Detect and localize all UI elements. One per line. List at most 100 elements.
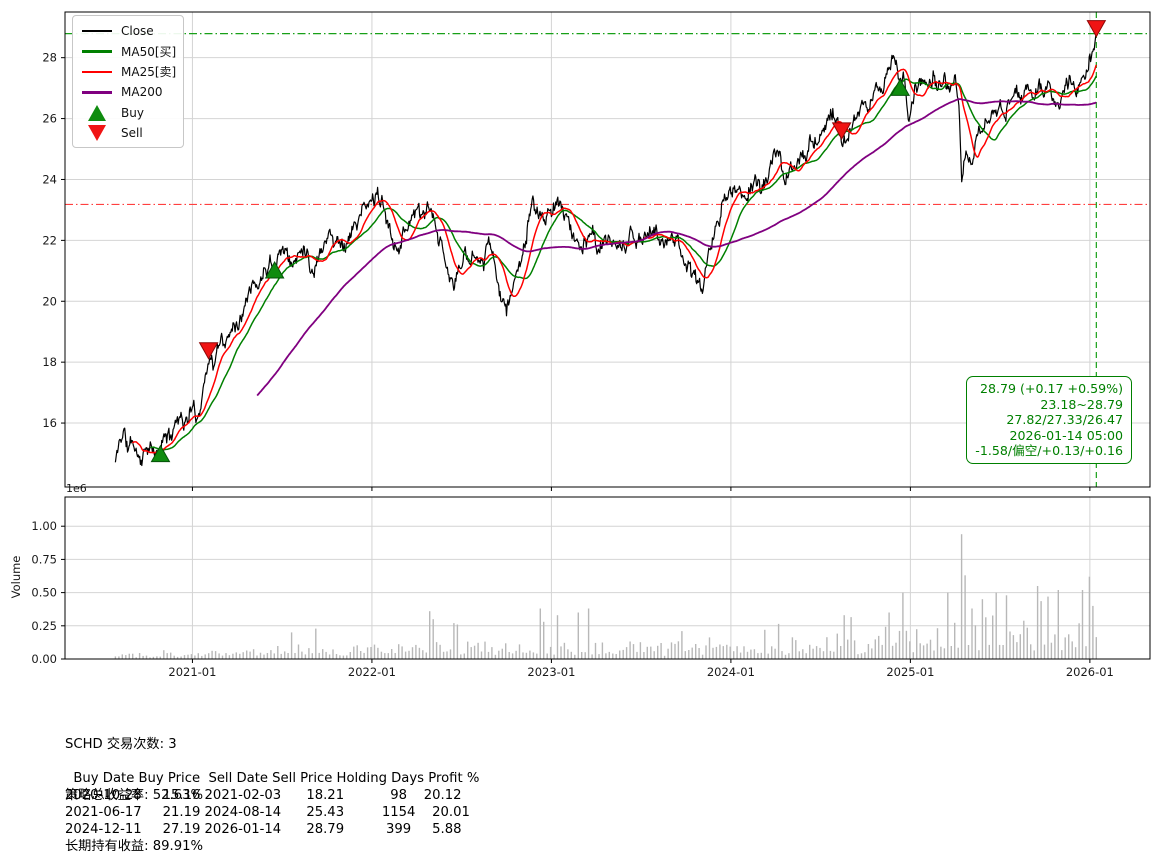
- volume-bar: [743, 646, 745, 659]
- volume-bar: [767, 653, 769, 659]
- volume-bar: [252, 649, 255, 659]
- volume-bar: [532, 652, 535, 659]
- volume-bar: [525, 652, 528, 659]
- chart-legend: Close MA50[买] MA25[卖] MA200 Buy Sell: [72, 15, 184, 149]
- volume-bar: [477, 642, 479, 659]
- volume-bar: [736, 646, 738, 659]
- volume-bar: [884, 626, 887, 659]
- annotation-price-line: 28.79 (+0.17 +0.59%): [979, 381, 1123, 396]
- x-tick-label: 2024-01: [707, 665, 755, 679]
- volume-bar: [194, 655, 196, 659]
- volume-bar: [733, 651, 735, 659]
- volume-bar: [439, 644, 441, 659]
- summary-strategy-return: 策略总收益率: 52.63%: [65, 788, 204, 803]
- volume-bar: [708, 637, 711, 659]
- volume-bar: [297, 644, 300, 659]
- buy-marker: [264, 261, 285, 279]
- volume-bar: [691, 647, 693, 659]
- volume-bar: [753, 649, 756, 659]
- volume-bar: [256, 655, 258, 659]
- volume-bar: [992, 615, 994, 659]
- volume-bar: [287, 653, 289, 659]
- volume-bar: [543, 621, 545, 659]
- volume-bar: [608, 651, 610, 659]
- volume-bar: [829, 650, 832, 659]
- volume-bar: [1016, 642, 1018, 659]
- volume-bar: [556, 615, 559, 659]
- volume-bar: [118, 656, 120, 659]
- volume-bar: [318, 652, 320, 659]
- volume-bar: [322, 649, 324, 659]
- volume-bar: [1085, 646, 1087, 659]
- volume-bar: [522, 652, 524, 659]
- legend-label: MA50[买]: [121, 45, 177, 60]
- volume-bar: [518, 644, 521, 659]
- volume-bar: [208, 653, 210, 659]
- volume-bar: [629, 641, 631, 659]
- volume-bar: [467, 641, 469, 659]
- volume-bar: [201, 655, 203, 659]
- volume-bar: [563, 642, 566, 659]
- volume-bar: [114, 656, 117, 659]
- volume-bar: [912, 652, 914, 659]
- volume-bar: [1088, 576, 1091, 659]
- volume-bar: [1033, 650, 1035, 659]
- legend-item-buy: Buy: [82, 103, 183, 123]
- volume-bar: [933, 650, 935, 659]
- volume-bar: [815, 646, 818, 659]
- volume-bar: [480, 651, 483, 659]
- volume-bar: [273, 653, 275, 659]
- volume-bar: [142, 655, 144, 659]
- volume-bar: [560, 646, 562, 659]
- volume-bar: [632, 644, 635, 659]
- volume-bar: [138, 653, 141, 659]
- volume-bar: [408, 650, 410, 659]
- volume-bar: [660, 643, 662, 659]
- y-tick-label: 16: [42, 416, 57, 430]
- x-tick-label: 2026-01: [1066, 665, 1114, 679]
- volume-bar: [701, 654, 704, 659]
- volume-bar: [377, 647, 379, 659]
- volume-bar: [277, 646, 279, 659]
- sell-triangle-icon: [82, 125, 112, 142]
- volume-y-tick-label: 0.75: [31, 552, 57, 566]
- volume-bar: [1092, 605, 1094, 659]
- buy-marker: [150, 444, 171, 463]
- volume-bar: [1023, 620, 1025, 659]
- volume-bar: [349, 652, 351, 659]
- volume-bar: [577, 612, 579, 659]
- volume-bar: [339, 655, 341, 659]
- volume-bar: [301, 651, 303, 659]
- x-tick-label: 2021-01: [168, 665, 216, 679]
- volume-bar: [370, 647, 372, 659]
- ma25-line-icon: [82, 70, 112, 74]
- volume-bar: [698, 648, 700, 659]
- volume-bar: [916, 629, 918, 659]
- volume-bar: [432, 619, 434, 659]
- volume-bar: [425, 652, 427, 659]
- volume-bar: [353, 646, 355, 659]
- volume-bar: [601, 642, 604, 659]
- volume-bar: [239, 653, 241, 659]
- volume-bar: [781, 651, 783, 659]
- volume-bar: [750, 649, 752, 659]
- volume-bar: [739, 652, 742, 659]
- x-tick-label: 2025-01: [886, 665, 934, 679]
- y-tick-label: 20: [42, 294, 57, 308]
- quote-annotation-box: 28.79 (+0.17 +0.59%) 23.18~28.79 27.82/2…: [966, 376, 1132, 464]
- volume-bar: [501, 648, 503, 659]
- annotation-time-line: 2026-01-14 05:00: [1009, 427, 1124, 443]
- volume-bar: [135, 657, 137, 659]
- volume-bar: [670, 642, 673, 659]
- volume-bar: [453, 623, 455, 659]
- volume-bar: [1036, 586, 1039, 659]
- volume-bar: [214, 651, 217, 659]
- volume-bar: [843, 615, 845, 659]
- volume-bar: [132, 653, 134, 659]
- volume-bar: [891, 645, 894, 659]
- volume-bar: [498, 650, 500, 659]
- volume-bar: [926, 643, 928, 659]
- volume-bar: [270, 650, 272, 659]
- volume-offset-label: 1e6: [66, 482, 87, 495]
